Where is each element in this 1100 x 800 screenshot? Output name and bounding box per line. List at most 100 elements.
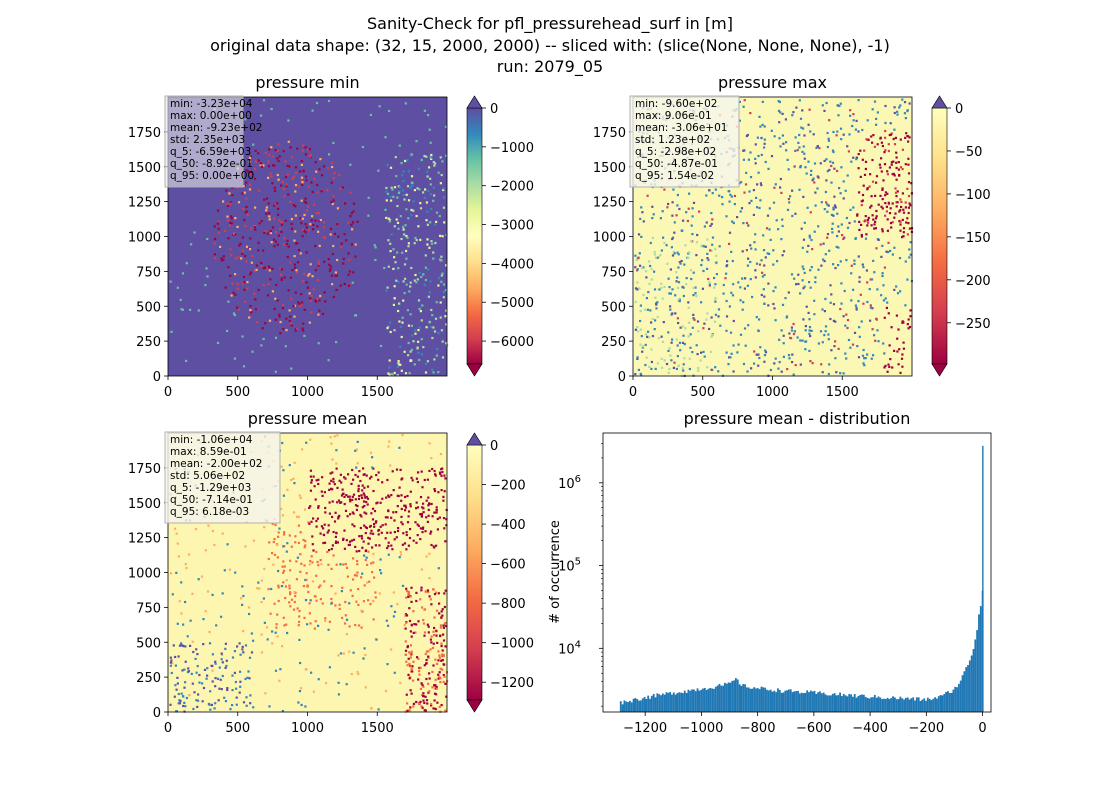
heatmap-cell xyxy=(435,301,438,304)
heatmap-cell xyxy=(671,214,674,217)
heatmap-cell xyxy=(433,699,436,702)
heatmap-cell xyxy=(730,195,733,198)
heatmap-cell xyxy=(435,354,438,357)
heatmap-cell xyxy=(280,277,283,280)
heatmap-cell xyxy=(435,685,438,688)
heatmap-cell xyxy=(369,451,373,454)
heatmap-cell xyxy=(423,478,426,482)
heatmap-cell xyxy=(297,515,300,518)
heatmap-cell xyxy=(899,290,902,293)
heatmap-cell xyxy=(293,239,296,242)
heatmap-cell xyxy=(668,367,671,371)
histogram-bar xyxy=(789,689,792,712)
heatmap-cell xyxy=(416,523,419,526)
heatmap-cell xyxy=(640,335,643,338)
heatmap-cell xyxy=(430,635,433,638)
heatmap-cell xyxy=(271,155,274,158)
heatmap-cell xyxy=(668,292,671,295)
heatmap-cell xyxy=(380,531,383,534)
heatmap-cell xyxy=(775,219,778,222)
heatmap-cell xyxy=(379,525,382,528)
heatmap-cell xyxy=(273,186,276,189)
heatmap-cell xyxy=(861,158,864,161)
heatmap-cell xyxy=(728,231,732,234)
heatmap-cell xyxy=(882,299,886,302)
heatmap-cell xyxy=(178,702,182,705)
heatmap-cell xyxy=(884,121,887,125)
heatmap-cell xyxy=(336,258,339,262)
heatmap-cell xyxy=(377,471,380,474)
heatmap-cell xyxy=(860,204,863,207)
histogram-bar xyxy=(678,692,681,712)
heatmap-cell xyxy=(425,658,428,662)
heatmap-cell xyxy=(327,99,331,103)
heatmap-cell xyxy=(880,294,883,297)
heatmap-cell xyxy=(230,294,233,297)
heatmap-cell xyxy=(345,618,349,621)
heatmap-cell xyxy=(403,350,406,353)
heatmap-cell xyxy=(381,481,384,484)
heatmap-cell xyxy=(434,684,437,687)
heatmap-cell xyxy=(298,494,301,497)
heatmap-cell xyxy=(236,287,239,290)
histogram-bar xyxy=(948,693,951,712)
heatmap-cell xyxy=(700,351,703,354)
heatmap-cell xyxy=(692,294,695,297)
histogram-bar xyxy=(771,691,774,712)
heatmap-cell xyxy=(277,234,280,237)
heatmap-cell xyxy=(169,703,172,706)
heatmap-cell xyxy=(400,369,403,372)
heatmap-cell xyxy=(311,561,314,564)
heatmap-cell xyxy=(710,212,713,215)
histogram-bar xyxy=(720,685,723,712)
heatmap-cell xyxy=(711,236,715,239)
heatmap-cell xyxy=(299,170,302,173)
heatmap-cell xyxy=(339,563,342,566)
heatmap-cell xyxy=(336,486,339,489)
heatmap-cell xyxy=(443,675,446,678)
y-tick-label: 750 xyxy=(136,601,161,616)
heatmap-cell xyxy=(759,125,762,128)
heatmap-cell xyxy=(302,538,305,542)
heatmap-cell xyxy=(752,213,755,216)
histogram-bar xyxy=(797,690,799,712)
heatmap-cell xyxy=(706,238,709,241)
heatmap-cell xyxy=(368,580,371,583)
heatmap-cell xyxy=(808,349,811,352)
heatmap-cell xyxy=(796,149,799,152)
heatmap-cell xyxy=(781,134,784,137)
heatmap-cell xyxy=(282,469,285,472)
heatmap-cell xyxy=(680,229,683,232)
heatmap-cell xyxy=(282,327,285,331)
heatmap-cell xyxy=(420,589,423,592)
heatmap-cell xyxy=(304,231,307,234)
histogram-bar xyxy=(722,685,725,712)
heatmap-cell xyxy=(235,696,238,699)
heatmap-cell xyxy=(653,270,656,273)
heatmap-cell xyxy=(377,529,380,532)
heatmap-cell xyxy=(274,203,278,206)
histogram-bar xyxy=(687,689,690,712)
heatmap-cell xyxy=(898,210,901,213)
heatmap-cell xyxy=(339,284,342,287)
heatmap-cell xyxy=(673,361,676,364)
heatmap-cell xyxy=(401,523,404,526)
heatmap-cell xyxy=(181,308,184,311)
heatmap-cell xyxy=(857,130,860,133)
heatmap-cell xyxy=(344,509,348,512)
heatmap-cell xyxy=(306,286,309,289)
heatmap-cell xyxy=(337,235,340,238)
heatmap-cell xyxy=(886,170,889,173)
heatmap-cell xyxy=(441,356,445,359)
histogram-bar xyxy=(842,693,845,712)
heatmap-cell xyxy=(660,249,663,252)
heatmap-cell xyxy=(415,477,418,480)
heatmap-cell xyxy=(348,270,351,273)
heatmap-cell xyxy=(440,474,443,477)
heatmap-cell xyxy=(288,165,291,168)
heatmap-cell xyxy=(170,659,173,662)
heatmap-cell xyxy=(410,600,413,603)
heatmap-cell xyxy=(902,347,905,350)
heatmap-cell xyxy=(262,249,265,252)
heatmap-cell xyxy=(672,366,675,369)
